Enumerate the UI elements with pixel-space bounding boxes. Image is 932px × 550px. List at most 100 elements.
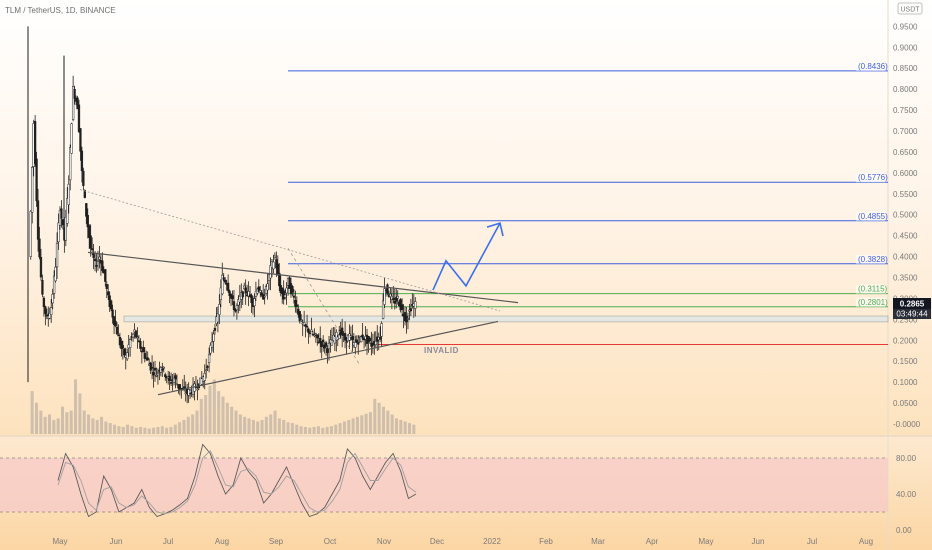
candle-body: [300, 319, 303, 321]
candle-body: [221, 274, 224, 295]
candle-body: [86, 214, 89, 228]
price-tick-label: 0.9000: [893, 43, 918, 52]
candle-body: [206, 366, 209, 368]
candle-body: [368, 338, 372, 342]
support-zone: [123, 315, 889, 323]
price-tick-label: 0.6000: [893, 169, 918, 178]
candle-body: [121, 345, 124, 348]
time-tick-label: 2022: [483, 537, 501, 546]
candle-body: [247, 291, 250, 297]
candle-body: [35, 158, 38, 202]
volume-bar: [234, 410, 238, 434]
candle-body: [311, 333, 315, 336]
horizontal-levels: (0.8436) (0.5776) (0.4855) (0.3828) (0.3115)…: [123, 62, 889, 345]
time-tick-label: Jul: [807, 537, 817, 546]
price-tick-label: 0.1500: [893, 357, 918, 366]
price-tick-label: 0.1000: [893, 378, 918, 387]
volume-bar: [342, 421, 346, 434]
volume-bar: [412, 424, 416, 434]
candle-body: [153, 367, 157, 371]
level-label: (0.3115): [858, 285, 888, 294]
volume-bar: [91, 418, 95, 434]
volume-bar: [399, 419, 403, 434]
candle-body: [212, 333, 215, 342]
price-tick-label: 0.0500: [893, 399, 918, 408]
candle-body: [390, 295, 394, 300]
countdown-value: 03:49:44: [896, 310, 928, 319]
volume-bar: [243, 416, 247, 434]
volume-bar: [65, 412, 69, 434]
candle-body: [169, 382, 173, 384]
candle-body: [298, 311, 301, 322]
candle-body: [269, 265, 272, 279]
candle-body: [139, 340, 142, 349]
candle-body: [60, 208, 63, 219]
candle-body: [31, 166, 34, 213]
candle-body: [131, 333, 135, 338]
volume-bar: [43, 416, 47, 434]
candle-body: [168, 375, 171, 381]
candle-body: [226, 282, 230, 291]
candle-body: [41, 280, 44, 295]
volume-bar: [117, 426, 121, 434]
candle-body: [77, 104, 81, 132]
volume-bar: [316, 426, 320, 434]
volume-bar: [87, 414, 91, 434]
volume-bar: [199, 398, 203, 434]
level-label-bg: [856, 254, 886, 264]
candle-body: [172, 377, 176, 383]
candle-body: [95, 265, 98, 267]
candle-body: [210, 341, 214, 348]
candle-body: [188, 389, 192, 394]
volume-bar: [82, 410, 86, 434]
candle-body: [244, 287, 247, 294]
level-label: (0.8436): [858, 62, 888, 71]
volume-bar: [290, 423, 294, 434]
price-tick-label: 0.6500: [893, 148, 918, 157]
candle-body: [79, 128, 82, 152]
volume-bar: [217, 391, 221, 434]
volume-bar: [386, 410, 390, 434]
volume-bar: [247, 418, 251, 434]
time-tick-label: Sep: [269, 537, 284, 546]
candle-body: [67, 183, 70, 206]
time-tick-label: Oct: [324, 537, 337, 546]
candle-body: [129, 339, 132, 348]
volume-bar: [56, 418, 60, 434]
candle-body: [272, 261, 275, 270]
volume-bar: [152, 427, 156, 434]
price-tick-label: 0.2000: [893, 336, 918, 345]
candle-body: [354, 342, 357, 348]
volume-bar: [360, 415, 364, 434]
candle-body: [357, 342, 360, 345]
volume-bar: [204, 395, 208, 434]
candle-body: [395, 297, 398, 302]
volume-bar: [34, 402, 39, 434]
projection-arrowhead: [486, 222, 504, 237]
candle-body: [406, 318, 410, 320]
volume-bar: [191, 414, 195, 434]
candle-body: [218, 304, 221, 315]
candle-body: [253, 298, 256, 307]
currency-badge[interactable]: [897, 2, 923, 15]
candle-body: [338, 334, 341, 340]
candle-body: [393, 301, 396, 304]
volume-bar: [139, 426, 143, 434]
candle-body: [291, 286, 294, 293]
projection-arrow: [432, 222, 504, 291]
oscillator-tick-label: 40.00: [896, 490, 917, 499]
oscillator-tick-label: 0.00: [896, 526, 912, 535]
candle-body: [231, 295, 234, 300]
candle-body: [302, 322, 306, 326]
candle-body: [42, 297, 46, 308]
candle-body: [89, 235, 92, 249]
candle-body: [69, 147, 72, 181]
candle-body: [396, 295, 399, 299]
candle-body: [88, 225, 91, 238]
price-tick-label: 0.5000: [893, 211, 918, 220]
candle-body: [355, 339, 358, 343]
candle-body: [409, 308, 413, 312]
candle-body: [109, 300, 113, 310]
time-tick-label: Aug: [215, 537, 229, 546]
